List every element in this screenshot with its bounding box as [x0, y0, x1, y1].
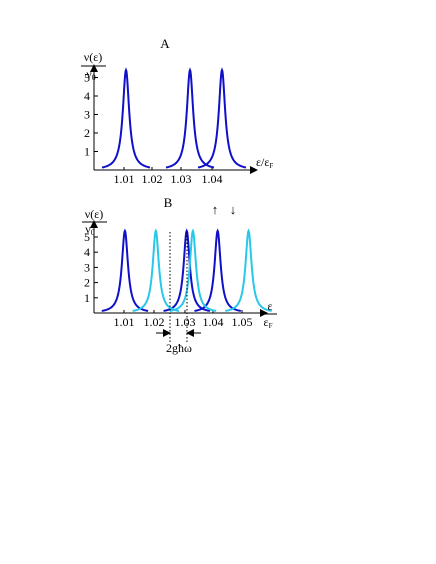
x-tick-label: 1.03 [171, 172, 192, 186]
peak-curve-series-0 [101, 228, 149, 312]
y-tick-label: 5 [84, 71, 90, 85]
panel-b-label: B [164, 195, 173, 210]
x-tick-label: 1.01 [114, 172, 135, 186]
y-tick-label: 1 [84, 291, 90, 305]
x-tick-label: 1.03 [175, 315, 196, 329]
x-tick-label: 1.02 [142, 172, 163, 186]
peak-curve-series-0 [101, 67, 151, 169]
panel-a-ylabel-numerator: ν(ε) [84, 50, 102, 64]
spin-up-arrow: ↑ [212, 202, 219, 217]
x-tick-label: 1.04 [202, 172, 223, 186]
y-tick-label: 4 [84, 89, 90, 103]
x-tick-label: 1.05 [232, 315, 253, 329]
panel-b: B ν(ε) ν0 12 345 1.01 1.02 1.03 1.04 1.05 2għ… [82, 195, 277, 355]
spin-down-arrow: ↓ [230, 202, 237, 217]
panel-b-xlabel-denominator-sub: F [269, 322, 273, 330]
peak-curve-series-0 [197, 67, 247, 169]
y-tick-label: 2 [84, 126, 90, 140]
y-tick-label: 5 [84, 230, 90, 244]
panel-b-ylabel-denominator-main: ν [85, 222, 91, 236]
x-tick-label: 1.01 [114, 315, 135, 329]
panel-a-y-ticks: 1 2 3 4 5 [84, 71, 98, 159]
panel-b-xlabel-denominator: εF [264, 315, 273, 330]
panel-b-ylabel-denominator: ν0 [85, 222, 94, 237]
y-tick-label: 3 [84, 108, 90, 122]
panel-a-label: A [160, 36, 170, 51]
peak-curve-series-1 [169, 228, 217, 312]
y-tick-label: 4 [84, 245, 90, 259]
panel-b-x-ticks: 1.01 1.02 1.03 1.04 1.05 [114, 310, 253, 329]
y-tick-label: 2 [84, 276, 90, 290]
panel-b-y-ticks: 12 345 [84, 230, 98, 305]
panel-a-ylabel-denominator-main: ν [86, 67, 92, 81]
x-tick-label: 1.02 [144, 315, 165, 329]
y-tick-label: 3 [84, 260, 90, 274]
panel-b-xlabel-denominator-main: ε [264, 315, 269, 329]
panel-a-xlabel-main: ε/ε [256, 155, 269, 169]
panel-b-gap-label: 2għω [166, 341, 192, 355]
peak-curve-series-0 [165, 67, 215, 169]
panel-a-xlabel: ε/εF [256, 155, 273, 170]
x-tick-label: 1.04 [203, 315, 224, 329]
panel-a-xlabel-sub: F [269, 162, 273, 170]
y-tick-label: 1 [84, 145, 90, 159]
peak-curve-series-1 [225, 228, 272, 312]
panel-a-curves [101, 67, 247, 169]
peak-curve-series-1 [132, 228, 180, 312]
panel-b-curves [101, 228, 272, 312]
panel-a-x-ticks: 1.01 1.02 1.03 1.04 [114, 167, 223, 186]
panel-b-ylabel-numerator: ν(ε) [85, 207, 103, 221]
panel-b-xlabel-numerator: ε [267, 299, 272, 313]
panel-b-ylabel-denominator-sub: 0 [91, 228, 95, 237]
